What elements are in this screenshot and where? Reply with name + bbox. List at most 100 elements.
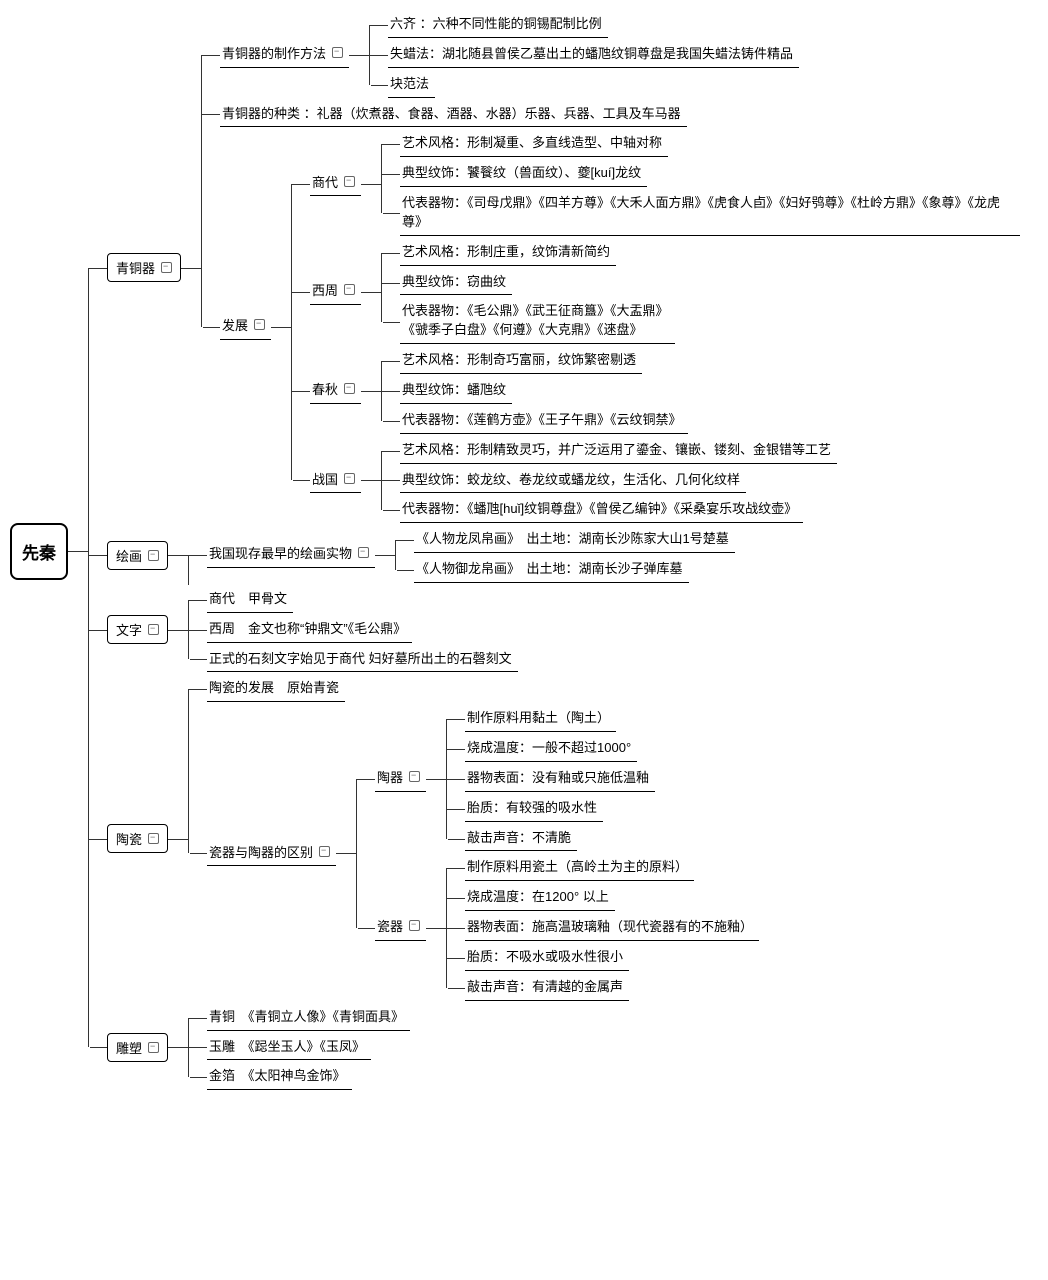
collapse-toggle-icon[interactable] [344,383,355,394]
branch-label[interactable]: 瓷器 [375,915,426,941]
collapse-toggle-icon[interactable] [148,550,159,561]
branch-label[interactable]: 瓷器与陶器的区别 [207,841,336,867]
tree-branch: 文字 商代 甲骨文西周 金文也称“钟鼎文”《毛公鼎》正式的石刻文字始见于商代 妇好… [89,585,1020,675]
tree-branch: 青铜器 青铜器的制作方法 六齐 ：六种不同性能的铜锡配制比例失蜡法：湖北随县曾侯乙墓… [89,10,1020,525]
tree-branch: 艺术风格：形制奇巧富丽，纹饰繁密剔透 [382,346,688,376]
collapse-toggle-icon[interactable] [319,846,330,857]
tree-branch: 器物表面：施高温玻璃釉（现代瓷器有的不施釉） [447,913,759,943]
children-container: 制作原料用瓷土（高岭土为主的原料） 烧成温度：在1200° 以上器物表面：施高温玻… [446,853,759,1002]
leaf-node: 《人物御龙帛画》 出土地：湖南长沙子弹库墓 [414,557,689,583]
collapse-toggle-icon[interactable] [148,833,159,844]
collapse-toggle-icon[interactable] [358,547,369,558]
tree-branch: 艺术风格：形制庄重，纹饰清新简约 [382,238,675,268]
leaf-node: 六齐 ：六种不同性能的铜锡配制比例 [388,12,608,38]
leaf-node: 制作原料用瓷土（高岭土为主的原料） [465,855,694,881]
tree-branch: 青铜器的种类 ：礼器（炊煮器、食器、酒器、水器）乐器、兵器、工具及车马器 [202,100,1020,130]
tree-branch: 块范法 [370,70,799,100]
tree-branch: 《人物龙凤帛画》 出土地：湖南长沙陈家大山1号楚墓 [396,525,735,555]
tree-branch: 正式的石刻文字始见于商代 妇好墓所出土的石磬刻文 [189,645,518,675]
tree-branch: 器物表面：没有釉或只施低温釉 [447,764,655,794]
collapse-toggle-icon[interactable] [161,262,172,273]
tree-branch: 六齐 ：六种不同性能的铜锡配制比例 [370,10,799,40]
leaf-node: 艺术风格：形制精致灵巧，并广泛运用了鎏金、镶嵌、镂刻、金银错等工艺 [400,438,837,464]
leaf-node: 制作原料用黏土（陶土） [465,706,616,732]
collapse-toggle-icon[interactable] [409,771,420,782]
category-node[interactable]: 雕塑 [107,1033,168,1062]
tree-branch: 敲击声音：不清脆 [447,824,655,854]
leaf-node: 典型纹饰：蟠虺纹 [400,378,512,404]
tree-branch: 西周 金文也称“钟鼎文”《毛公鼎》 [189,615,518,645]
leaf-node: 烧成温度：一般不超过1000° [465,736,637,762]
leaf-node: 胎质：有较强的吸水性 [465,796,603,822]
node-text: 瓷器 [377,919,403,934]
category-node[interactable]: 绘画 [107,541,168,570]
leaf-node: 器物表面：施高温玻璃釉（现代瓷器有的不施釉） [465,915,759,941]
tree-branch: 商代 甲骨文 [189,585,518,615]
children-container: 艺术风格：形制庄重，纹饰清新简约典型纹饰：窃曲纹代表器物：《毛公鼎》《武王征商簋… [381,238,675,346]
tree-branch: 发展 商代 艺术风格：形制凝重、多直线造型、中轴对称典型纹饰：饕餮纹（兽面纹）、夔[… [202,129,1020,525]
tree-branch: 陶瓷的发展 原始青瓷 [189,674,759,704]
children-container: 《人物龙凤帛画》 出土地：湖南长沙陈家大山1号楚墓《人物御龙帛画》 出土地：湖南… [395,525,735,585]
node-text: 绘画 [116,546,142,565]
collapse-toggle-icon[interactable] [148,624,159,635]
branch-label[interactable]: 青铜器的制作方法 [220,42,349,68]
node-text: 我国现存最早的绘画实物 [209,546,352,561]
branch-label[interactable]: 春秋 [310,378,361,404]
leaf-node: 敲击声音：不清脆 [465,826,577,852]
tree-branch: 代表器物：《司母戊鼎》《四羊方尊》《大禾人面方鼎》《虎食人卣》《妇好鸮尊》《杜岭… [382,189,1020,238]
branch-label[interactable]: 战国 [310,468,361,494]
branch-label[interactable]: 陶器 [375,766,426,792]
leaf-node: 典型纹饰：饕餮纹（兽面纹）、夔[kuí]龙纹 [400,161,647,187]
mindmap-root-container: 先秦 青铜器 青铜器的制作方法 六齐 ：六种不同性能的铜锡配制比例失蜡法：湖北随县曾侯… [10,10,1038,1092]
leaf-node: 金箔 《太阳神鸟金饰》 [207,1064,352,1090]
category-node[interactable]: 文字 [107,615,168,644]
children-container: 我国现存最早的绘画实物 《人物龙凤帛画》 出土地：湖南长沙陈家大山1号楚墓《人物御… [188,525,735,585]
children-container: 艺术风格：形制凝重、多直线造型、中轴对称典型纹饰：饕餮纹（兽面纹）、夔[kuí]… [381,129,1020,237]
branch-label[interactable]: 西周 [310,279,361,305]
leaf-node: 烧成温度：在1200° 以上 [465,885,615,911]
collapse-toggle-icon[interactable] [344,473,355,484]
collapse-toggle-icon[interactable] [332,47,343,58]
branch-label[interactable]: 我国现存最早的绘画实物 [207,542,375,568]
node-text: 青铜器的制作方法 [222,46,326,61]
collapse-toggle-icon[interactable] [344,176,355,187]
node-text: 瓷器与陶器的区别 [209,845,313,860]
leaf-node: 商代 甲骨文 [207,587,293,613]
tree-branch: 胎质：有较强的吸水性 [447,794,655,824]
leaf-node: 玉雕 《跽坐玉人》《玉凤》 [207,1035,371,1061]
tree-branch: 商代 艺术风格：形制凝重、多直线造型、中轴对称典型纹饰：饕餮纹（兽面纹）、夔[ku… [292,129,1020,237]
node-text: 文字 [116,620,142,639]
branch-label[interactable]: 发展 [220,314,271,340]
category-node[interactable]: 陶瓷 [107,824,168,853]
tree-branch: 典型纹饰：蟠虺纹 [382,376,688,406]
node-text: 雕塑 [116,1038,142,1057]
tree-branch: 艺术风格：形制凝重、多直线造型、中轴对称 [382,129,1020,159]
leaf-node: 正式的石刻文字始见于商代 妇好墓所出土的石磬刻文 [207,647,518,673]
tree-branch: 金箔 《太阳神鸟金饰》 [189,1062,410,1092]
collapse-toggle-icon[interactable] [409,920,420,931]
node-text: 西周 [312,283,338,298]
leaf-node: 典型纹饰：窃曲纹 [400,270,512,296]
tree-branch: 瓷器与陶器的区别陶器制作原料用黏土（陶土）烧成温度：一般不超过1000°器物表面… [189,704,759,1002]
tree-branch: 胎质：不吸水或吸水性很小 [447,943,759,973]
leaf-node: 艺术风格：形制奇巧富丽，纹饰繁密剔透 [400,348,642,374]
tree-branch: 敲击声音：有清越的金属声 [447,973,759,1003]
node-text: 商代 [312,175,338,190]
leaf-node: 失蜡法：湖北随县曾侯乙墓出土的蟠虺纹铜尊盘是我国失蜡法铸件精品 [388,42,799,68]
tree-branch: 艺术风格：形制精致灵巧，并广泛运用了鎏金、镶嵌、镂刻、金银错等工艺 [382,436,837,466]
node-text: 陶瓷 [116,829,142,848]
tree-branch: 战国 艺术风格：形制精致灵巧，并广泛运用了鎏金、镶嵌、镂刻、金银错等工艺典型纹饰：… [292,436,1020,526]
collapse-toggle-icon[interactable] [148,1042,159,1053]
collapse-toggle-icon[interactable] [254,319,265,330]
tree-branch: 陶瓷 陶瓷的发展 原始青瓷瓷器与陶器的区别 陶器 制作原料用黏土（陶土） 烧成温度：一般… [89,674,1020,1002]
node-text: 陶器 [377,770,403,785]
collapse-toggle-icon[interactable] [344,284,355,295]
tree-branch: 典型纹饰：蛟龙纹、卷龙纹或蟠龙纹，生活化、几何化纹样 [382,466,837,496]
tree-branch: 陶器 制作原料用黏土（陶土） 烧成温度：一般不超过1000°器物表面：没有釉或只施低… [357,704,759,853]
children-container: 陶瓷的发展 原始青瓷瓷器与陶器的区别 陶器 制作原料用黏土（陶土） 烧成温度：一般不超… [188,674,759,1002]
children-container: 商代 甲骨文西周 金文也称“钟鼎文”《毛公鼎》正式的石刻文字始见于商代 妇好墓所… [188,585,518,675]
branch-label[interactable]: 商代 [310,171,361,197]
root-node[interactable]: 先秦 [10,523,68,580]
category-node[interactable]: 青铜器 [107,253,181,282]
node-text: 发展 [222,318,248,333]
